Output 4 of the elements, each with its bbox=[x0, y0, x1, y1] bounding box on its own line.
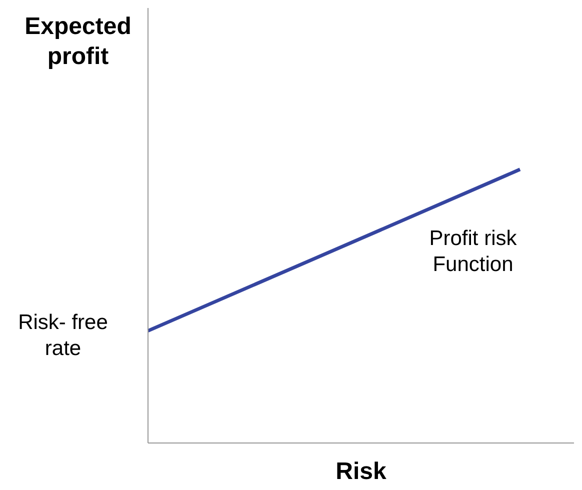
x-axis-title: Risk bbox=[334, 458, 388, 486]
annotation: Risk- free rate bbox=[17, 310, 109, 362]
annotation: Profit risk Function bbox=[428, 226, 518, 278]
y-axis-title: Expected profit bbox=[24, 12, 132, 72]
